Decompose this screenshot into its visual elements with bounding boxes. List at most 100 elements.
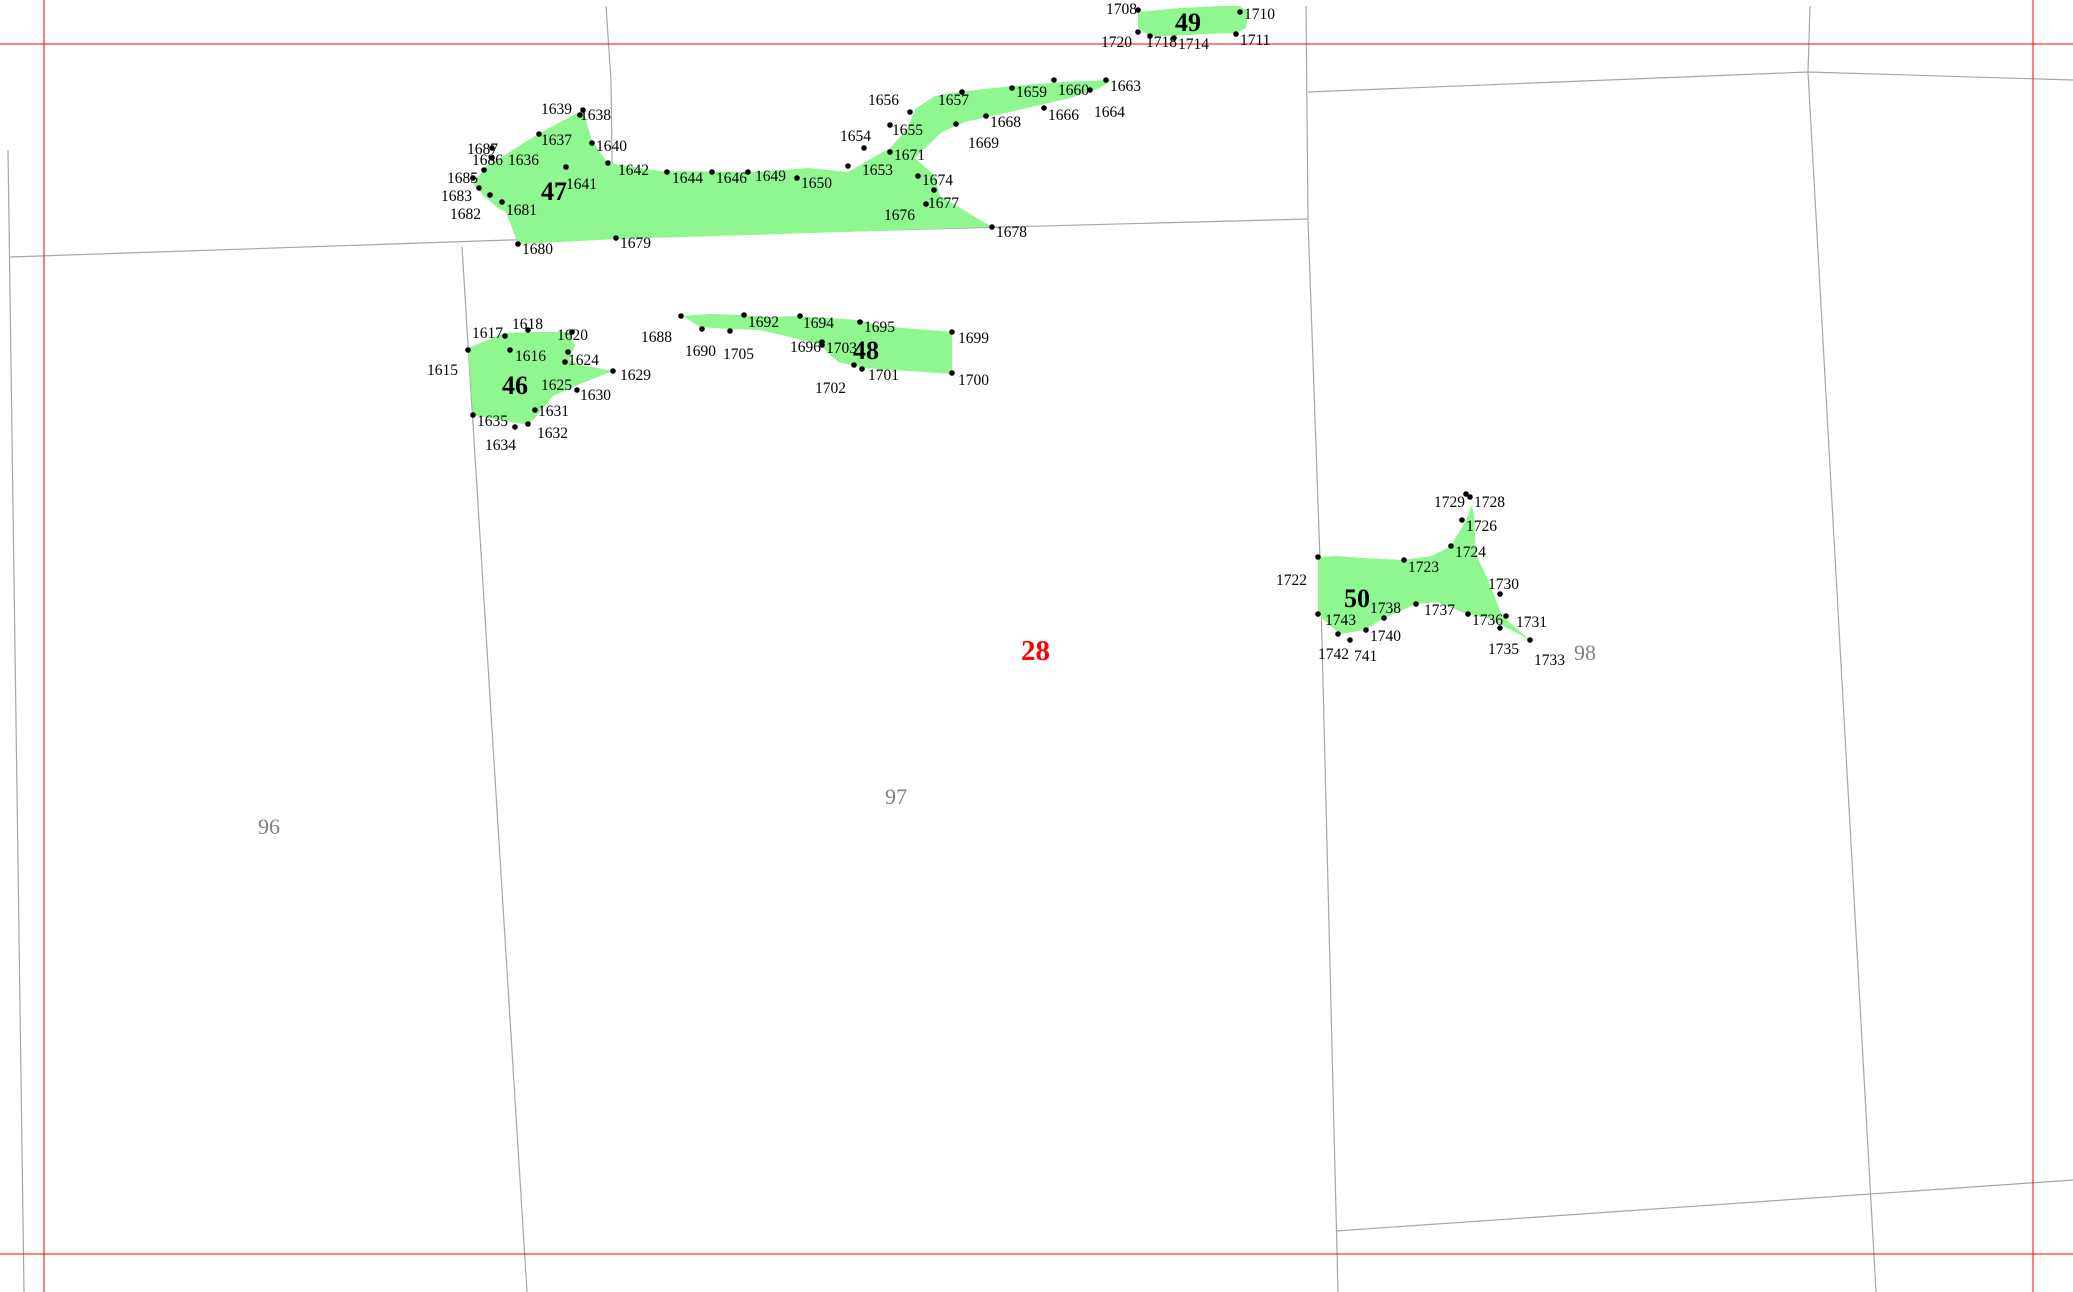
vertex-point[interactable]	[1237, 9, 1243, 15]
vertex-point[interactable]	[709, 169, 715, 175]
vertex-point[interactable]	[507, 347, 513, 353]
vertex-point[interactable]	[574, 387, 580, 393]
vertex-point[interactable]	[470, 412, 476, 418]
vertex-label: 1642	[618, 162, 649, 179]
vertex-point[interactable]	[563, 164, 569, 170]
vertex-point[interactable]	[1497, 591, 1503, 597]
vertex-point[interactable]	[1497, 625, 1503, 631]
vertex-point[interactable]	[580, 107, 586, 113]
vertex-point[interactable]	[1465, 611, 1471, 617]
vertex-point[interactable]	[1413, 601, 1419, 607]
vertex-point[interactable]	[1315, 611, 1321, 617]
vertex-point[interactable]	[589, 140, 595, 146]
vertex-point[interactable]	[562, 359, 568, 365]
polygon-50[interactable]	[1318, 505, 1530, 640]
vertex-point[interactable]	[1363, 627, 1369, 633]
vertex-point[interactable]	[525, 327, 531, 333]
vertex-point[interactable]	[470, 175, 476, 181]
vertex-point[interactable]	[794, 175, 800, 181]
vertex-point[interactable]	[887, 122, 893, 128]
polygon-47[interactable]	[473, 80, 1112, 244]
vertex-point[interactable]	[949, 370, 955, 376]
vertex-label: 1703	[826, 340, 857, 357]
vertex-point[interactable]	[931, 187, 937, 193]
vertex-label: 1743	[1325, 612, 1356, 629]
vertex-point[interactable]	[1135, 7, 1141, 13]
vertex-point[interactable]	[797, 313, 803, 319]
vertex-point[interactable]	[525, 421, 531, 427]
vertex-point[interactable]	[1467, 494, 1473, 500]
vertex-label: 1701	[868, 367, 899, 384]
vertex-point[interactable]	[887, 149, 893, 155]
polygon-49[interactable]	[1138, 6, 1248, 36]
vertex-point[interactable]	[476, 185, 482, 191]
vertex-point[interactable]	[915, 173, 921, 179]
vertex-label: 1728	[1474, 494, 1505, 511]
vertex-point[interactable]	[989, 224, 995, 230]
vertex-point[interactable]	[949, 329, 955, 335]
vertex-point[interactable]	[487, 192, 493, 198]
vertex-point[interactable]	[953, 121, 959, 127]
vertex-label: 1646	[716, 170, 747, 187]
vertex-point[interactable]	[605, 160, 611, 166]
vertex-point[interactable]	[861, 145, 867, 151]
vertex-point[interactable]	[819, 339, 825, 345]
vertex-point[interactable]	[907, 109, 913, 115]
vertex-point[interactable]	[1315, 554, 1321, 560]
vertex-point[interactable]	[1401, 557, 1407, 563]
vertex-point[interactable]	[515, 241, 521, 247]
vertex-label: 1720	[1101, 34, 1132, 51]
vertex-point[interactable]	[489, 145, 495, 151]
vertex-point[interactable]	[532, 407, 538, 413]
vertex-point[interactable]	[1103, 77, 1109, 83]
vertex-point[interactable]	[741, 312, 747, 318]
vertex-point[interactable]	[664, 169, 670, 175]
vertex-point[interactable]	[565, 349, 571, 355]
polygon-46[interactable]	[468, 332, 613, 425]
vertex-label: 1669	[968, 135, 999, 152]
vertex-point[interactable]	[1087, 87, 1093, 93]
vertex-point[interactable]	[959, 89, 965, 95]
vertex-point[interactable]	[1009, 85, 1015, 91]
vertex-point[interactable]	[1233, 31, 1239, 37]
vertex-point[interactable]	[465, 347, 471, 353]
vertex-point[interactable]	[502, 333, 508, 339]
vertex-point[interactable]	[512, 424, 518, 430]
vertex-point[interactable]	[845, 163, 851, 169]
vertex-point[interactable]	[1171, 35, 1177, 41]
vertex-point[interactable]	[983, 113, 989, 119]
vertex-point[interactable]	[569, 329, 575, 335]
vertex-label: 1677	[928, 195, 959, 212]
vertex-point[interactable]	[923, 201, 929, 207]
vertex-point[interactable]	[1527, 637, 1533, 643]
vertex-point[interactable]	[499, 199, 505, 205]
vertex-point[interactable]	[481, 167, 487, 173]
vertex-point[interactable]	[1135, 29, 1141, 35]
vertex-point[interactable]	[1335, 631, 1341, 637]
polygon-48[interactable]	[683, 314, 952, 374]
vertex-point[interactable]	[489, 155, 495, 161]
vertex-point[interactable]	[1448, 543, 1454, 549]
vertex-label: 1733	[1534, 652, 1565, 669]
vertex-point[interactable]	[699, 326, 705, 332]
vertex-point[interactable]	[1459, 517, 1465, 523]
vertex-point[interactable]	[610, 368, 616, 374]
vertex-point[interactable]	[857, 319, 863, 325]
vertex-point[interactable]	[1147, 33, 1153, 39]
vertex-point[interactable]	[1503, 613, 1509, 619]
vertex-point[interactable]	[678, 313, 684, 319]
vertex-point[interactable]	[1347, 637, 1353, 643]
vertex-point[interactable]	[859, 366, 865, 372]
vertex-point[interactable]	[577, 112, 583, 118]
vertex-point[interactable]	[851, 362, 857, 368]
vertex-point[interactable]	[1051, 77, 1057, 83]
vertex-point[interactable]	[536, 131, 542, 137]
vertex-point[interactable]	[745, 169, 751, 175]
vertex-point[interactable]	[1041, 105, 1047, 111]
vertex-point[interactable]	[613, 235, 619, 241]
vertex-label: 1679	[620, 235, 651, 252]
vertex-point[interactable]	[1381, 615, 1387, 621]
vertex-point[interactable]	[1463, 491, 1469, 497]
vertex-point[interactable]	[727, 328, 733, 334]
parcel-line	[461, 246, 528, 1292]
